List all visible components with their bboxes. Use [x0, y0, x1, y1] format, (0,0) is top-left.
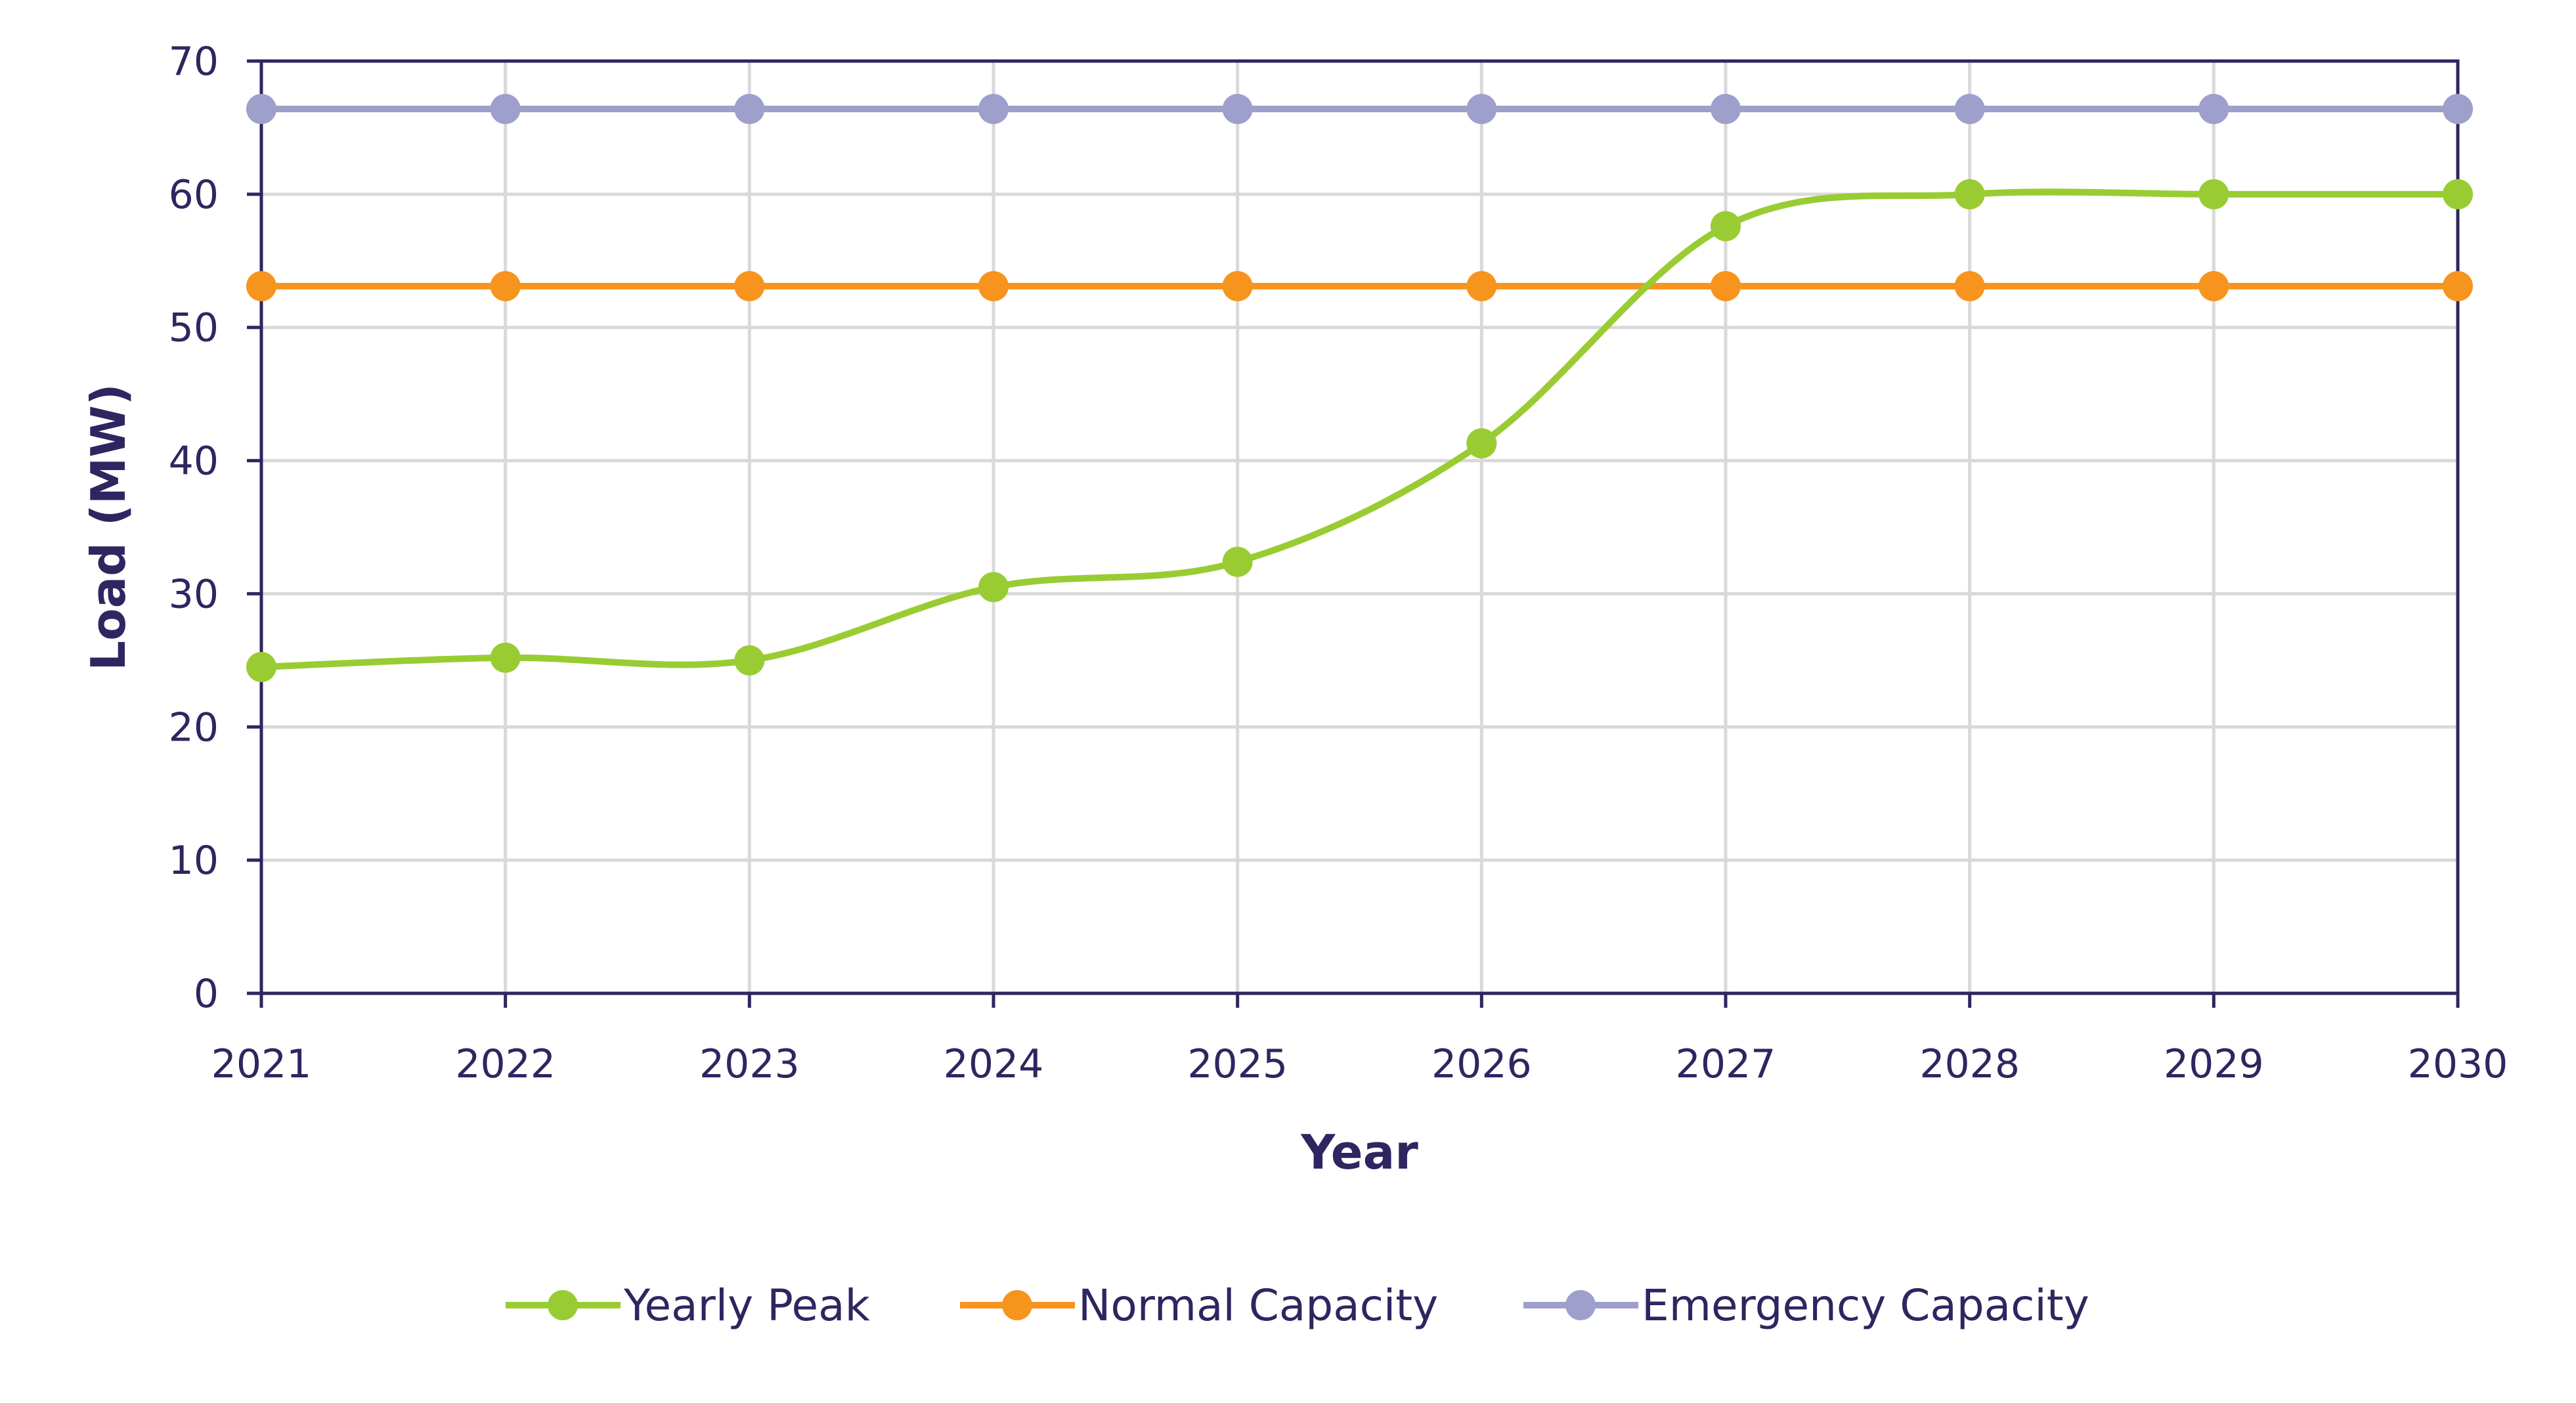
normal-capacity-point — [1954, 270, 1985, 301]
x-tick-label: 2030 — [2408, 1041, 2508, 1087]
normal-capacity-point — [490, 270, 521, 301]
grid-layer — [261, 59, 2458, 993]
normal-capacity-point — [1711, 270, 1741, 301]
emergency-capacity-point — [1711, 94, 1741, 125]
emergency-capacity-point — [490, 94, 521, 125]
yearly-peak-point — [1466, 428, 1497, 459]
y-tick-label: 0 — [194, 971, 219, 1017]
x-tick-label: 2024 — [944, 1041, 1044, 1087]
normal-capacity-point — [734, 270, 765, 301]
x-tick-label: 2029 — [2164, 1041, 2264, 1087]
x-tick-label: 2025 — [1187, 1041, 1288, 1087]
yearly-peak-point — [246, 652, 276, 682]
legend-label-yearly-peak: Yearly Peak — [623, 1280, 871, 1331]
yearly-peak-point — [490, 642, 521, 673]
yearly-peak-line — [258, 188, 2461, 670]
yearly-peak-point — [1954, 179, 1985, 209]
x-tick-label: 2028 — [1919, 1041, 2020, 1087]
y-tick-label: 40 — [169, 439, 219, 485]
emergency-capacity-point — [2443, 94, 2473, 125]
legend-label-emergency-capacity: Emergency Capacity — [1642, 1280, 2089, 1331]
emergency-capacity-point — [1466, 94, 1497, 125]
x-tick-label: 2021 — [211, 1041, 312, 1087]
emergency-capacity-point — [1954, 94, 1985, 125]
legend: Yearly Peak Normal Capacity Emergency Capa… — [506, 1280, 2089, 1331]
y-axis-title: Load (MW) — [81, 383, 136, 670]
y-tick-label: 70 — [169, 39, 219, 85]
x-tick-label: 2022 — [455, 1041, 556, 1087]
yearly-peak-point — [2198, 179, 2229, 209]
emergency-capacity-point — [734, 94, 765, 125]
normal-capacity-point — [1222, 270, 1253, 301]
normal-capacity-point — [2443, 270, 2473, 301]
legend-marker-emergency-capacity — [1565, 1290, 1596, 1320]
y-tick-label: 60 — [169, 172, 219, 218]
plot-frame — [259, 59, 2460, 995]
series-layer — [246, 94, 2473, 682]
emergency-capacity-point — [978, 94, 1009, 125]
emergency-capacity-point — [246, 94, 276, 125]
normal-capacity-point — [978, 270, 1009, 301]
x-tick-label: 2023 — [699, 1041, 800, 1087]
y-tick-label: 10 — [169, 838, 219, 884]
yearly-peak-point — [1711, 211, 1741, 242]
y-tick-label: 30 — [169, 571, 219, 617]
x-tick-label: 2027 — [1676, 1041, 1776, 1087]
yearly-peak-point — [734, 645, 765, 676]
axes-layer — [247, 59, 2460, 1008]
y-tick-label: 20 — [169, 704, 219, 750]
emergency-capacity-point — [2198, 94, 2229, 125]
y-tick-label: 50 — [169, 305, 219, 351]
legend-marker-yearly-peak — [548, 1290, 578, 1320]
normal-capacity-point — [246, 270, 276, 301]
yearly-peak-point — [978, 572, 1009, 603]
normal-capacity-point — [2198, 270, 2229, 301]
yearly-peak-point — [1222, 546, 1253, 577]
legend-label-normal-capacity: Normal Capacity — [1078, 1280, 1438, 1331]
yearly-peak-point — [2443, 179, 2473, 209]
x-axis-title: Year — [1300, 1125, 1418, 1180]
emergency-capacity-point — [1222, 94, 1253, 125]
normal-capacity-point — [1466, 270, 1497, 301]
legend-marker-normal-capacity — [1002, 1290, 1032, 1320]
x-tick-label: 2026 — [1431, 1041, 1532, 1087]
